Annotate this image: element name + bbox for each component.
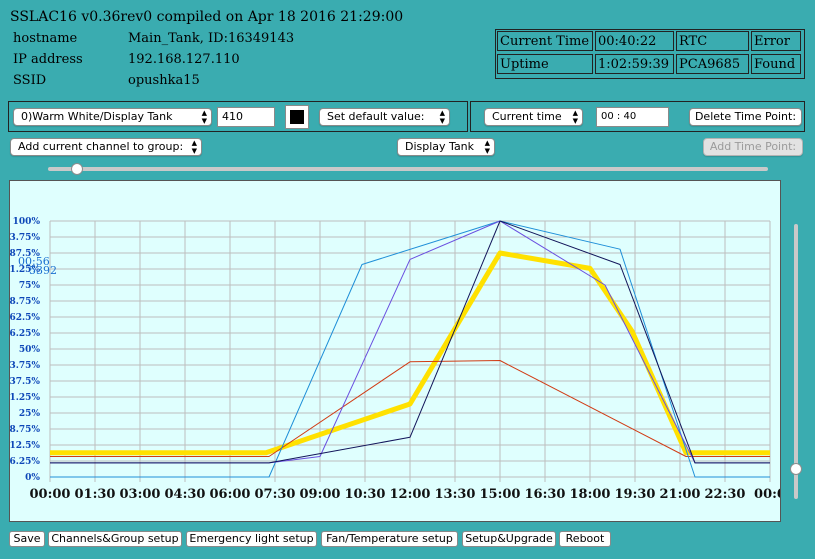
select-arrows-icon: ▲ ▼ <box>439 109 445 125</box>
x-tick-label: 00:0 <box>754 487 780 502</box>
y-tick-label: 62.5% <box>10 313 40 323</box>
add-to-group-select-value: Add current channel to group: <box>18 140 184 153</box>
x-tick-label: 04:30 <box>165 487 206 502</box>
pwm-driver-state: Found <box>751 54 801 74</box>
y-tick-label: 68.75% <box>10 297 40 307</box>
y-tick-label: 12.5% <box>10 441 40 451</box>
reboot-button[interactable]: Reboot <box>559 531 611 547</box>
default-value-select-value: Set default value: <box>327 110 425 123</box>
hostname-value: Main_Tank, ID:16349143 <box>128 31 295 46</box>
channel-select[interactable]: 0)Warm White/Display Tank ▲ ▼ <box>13 108 212 126</box>
select-arrows-icon: ▲ ▼ <box>484 139 490 155</box>
color-picker[interactable] <box>285 105 309 129</box>
rtc-label: RTC <box>676 31 749 51</box>
y-tick-label: 6.25% <box>10 457 40 467</box>
cursor-value-label: 5392 <box>29 264 57 277</box>
y-tick-label: 75% <box>19 281 41 291</box>
channels-group-setup-button[interactable]: Channels&Group setup <box>48 531 182 547</box>
schedule-chart[interactable]: 0% 6.25% 12.5% 18.75% 25% 31.25% 37.5% 43.75% 50… <box>3 180 786 522</box>
uptime-label: Uptime <box>497 54 593 74</box>
uptime-value: 1:02:59:39 <box>595 54 674 74</box>
status-table: Current Time 00:40:22 RTC Error Uptime 1… <box>495 29 805 79</box>
x-tick-label: 15:00 <box>480 487 521 502</box>
color-swatch <box>290 110 304 124</box>
y-tick-label: 50% <box>19 345 41 355</box>
current-time-value: 00:40:22 <box>595 31 674 51</box>
channel-select-value: 0)Warm White/Display Tank <box>21 110 173 123</box>
y-tick-label: 93.75% <box>10 233 40 243</box>
x-tick-label: 06:00 <box>210 487 251 502</box>
x-tick-label: 12:00 <box>390 487 431 502</box>
value-slider-track[interactable] <box>794 224 798 499</box>
channel-value-input[interactable]: 410 <box>217 107 275 127</box>
value-slider-handle[interactable] <box>790 462 802 475</box>
emergency-light-setup-button[interactable]: Emergency light setup <box>186 531 317 547</box>
pwm-driver-label: PCA9685 <box>676 54 749 74</box>
select-arrows-icon: ▲ ▼ <box>201 109 207 125</box>
delete-time-point-button[interactable]: Delete Time Point: <box>689 108 802 126</box>
channel-panel <box>8 101 468 132</box>
time-mode-select-value: Current time <box>492 110 562 123</box>
rtc-state: Error <box>751 31 801 51</box>
page-title: SSLAC16 v0.36rev0 compiled on Apr 18 201… <box>10 9 404 25</box>
y-tick-label: 0% <box>25 473 40 483</box>
time-slider-track[interactable] <box>48 167 768 171</box>
setup-upgrade-button[interactable]: Setup&Upgrade <box>462 531 556 547</box>
add-time-point-button[interactable]: Add Time Point: <box>703 138 803 156</box>
select-arrows-icon: ▲ ▼ <box>191 139 197 155</box>
ip-address-label: IP address <box>13 52 83 67</box>
x-tick-label: 22:30 <box>705 487 746 502</box>
schedule-chart-svg: 0% 6.25% 12.5% 18.75% 25% 31.25% 37.5% 43.75% 50… <box>3 217 786 502</box>
x-tick-label: 19:30 <box>615 487 656 502</box>
x-tick-label: 00:00 <box>30 487 71 502</box>
group-select[interactable]: Display Tank ▲ ▼ <box>397 138 495 156</box>
y-tick-label: 37.5% <box>10 377 40 387</box>
time-input[interactable]: 00 : 40 <box>596 107 669 127</box>
y-tick-label: 56.25% <box>10 329 40 339</box>
group-select-value: Display Tank <box>405 140 475 153</box>
time-point-panel <box>470 101 805 132</box>
default-value-select[interactable]: Set default value: ▲ ▼ <box>319 108 450 126</box>
x-tick-label: 13:30 <box>435 487 476 502</box>
x-tick-label: 18:00 <box>570 487 611 502</box>
x-tick-label: 03:00 <box>120 487 161 502</box>
time-mode-select[interactable]: Current time ▲ ▼ <box>484 108 583 126</box>
y-tick-label: 100% <box>13 217 41 227</box>
select-arrows-icon: ▲ ▼ <box>572 109 578 125</box>
time-slider-handle[interactable] <box>70 163 83 175</box>
series-line-0 <box>50 250 770 456</box>
y-tick-label: 25% <box>19 409 41 419</box>
x-tick-label: 10:30 <box>345 487 386 502</box>
ip-address-value: 192.168.127.110 <box>128 52 240 67</box>
x-tick-label: 01:30 <box>75 487 116 502</box>
current-time-label: Current Time <box>497 31 593 51</box>
series-line-1 <box>50 360 770 457</box>
fan-temperature-setup-button[interactable]: Fan/Temperature setup <box>321 531 458 547</box>
add-to-group-select[interactable]: Add current channel to group: ▲ ▼ <box>10 138 202 156</box>
x-tick-label: 07:30 <box>255 487 296 502</box>
x-tick-label: 09:00 <box>300 487 341 502</box>
x-tick-label: 21:00 <box>660 487 701 502</box>
y-tick-label: 87.5% <box>10 249 40 259</box>
y-tick-label: 31.25% <box>10 393 40 403</box>
x-tick-label: 16:30 <box>525 487 566 502</box>
ssid-label: SSID <box>13 73 47 88</box>
y-tick-label: 43.75% <box>10 361 40 371</box>
hostname-label: hostname <box>13 31 78 46</box>
save-button[interactable]: Save <box>9 531 45 547</box>
series-line-4 <box>50 220 770 464</box>
cursor-time-label: 00:56 <box>18 255 50 268</box>
y-tick-label: 18.75% <box>10 425 40 435</box>
y-tick-label: 81.25% <box>10 265 40 275</box>
ssid-value: opushka15 <box>128 73 200 88</box>
